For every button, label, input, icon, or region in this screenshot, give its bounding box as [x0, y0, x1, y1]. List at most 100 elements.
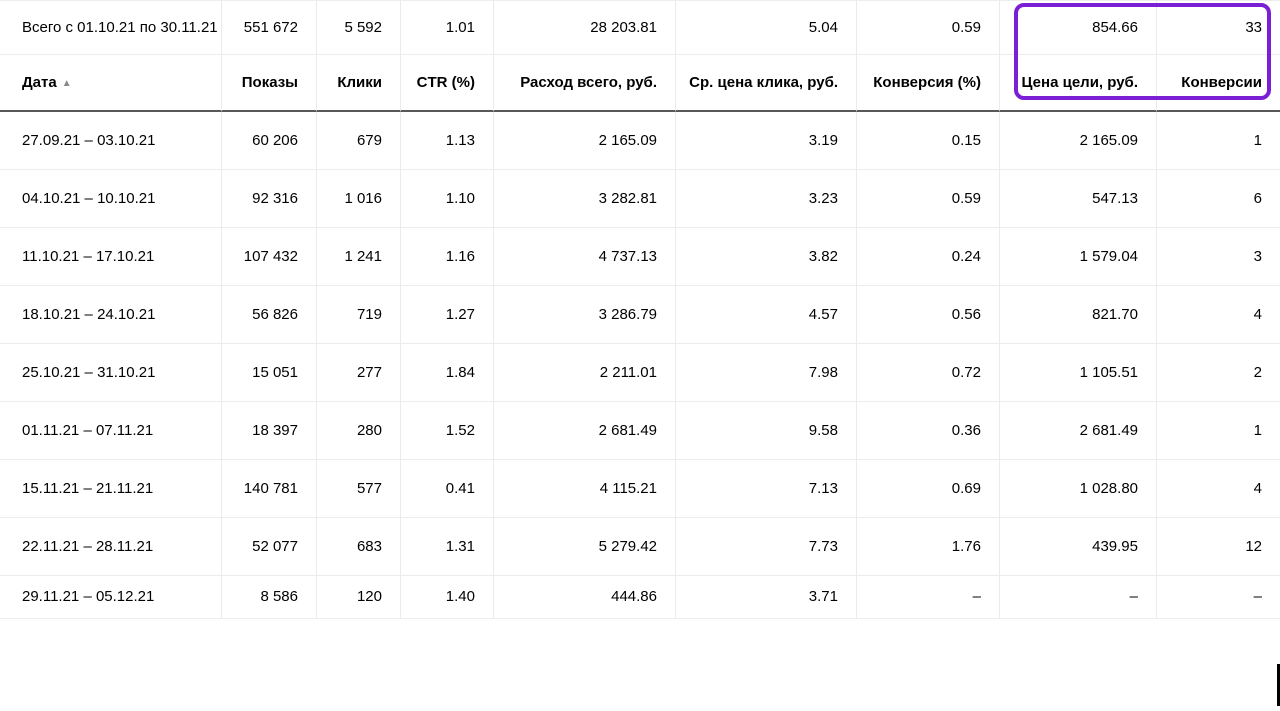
column-header-cost[interactable]: Расход всего, руб. [494, 55, 676, 112]
cell-clicks: 577 [317, 460, 401, 518]
column-header-conversions[interactable]: Конверсии [1157, 55, 1280, 112]
vertical-scrollbar-thumb[interactable] [1277, 664, 1280, 706]
cell-cost-per-goal: 439.95 [1000, 518, 1157, 576]
cell-clicks: 679 [317, 112, 401, 170]
cell-impressions: 15 051 [222, 344, 317, 402]
cell-conversion-rate: 0.15 [857, 112, 1000, 170]
cell-date: 04.10.21 – 10.10.21 [0, 170, 222, 228]
cell-cost: 3 282.81 [494, 170, 676, 228]
cell-ctr: 0.41 [401, 460, 494, 518]
cell-cost: 2 211.01 [494, 344, 676, 402]
table-row: 29.11.21 – 05.12.21 8 586 120 1.40 444.8… [0, 576, 1280, 619]
table-body: 27.09.21 – 03.10.21 60 206 679 1.13 2 16… [0, 112, 1280, 619]
cell-impressions: 18 397 [222, 402, 317, 460]
cell-clicks: 719 [317, 286, 401, 344]
cell-date: 15.11.21 – 21.11.21 [0, 460, 222, 518]
cell-impressions: 140 781 [222, 460, 317, 518]
cell-impressions: 60 206 [222, 112, 317, 170]
cell-impressions: 52 077 [222, 518, 317, 576]
totals-row: Всего с 01.10.21 по 30.11.21 551 672 5 5… [0, 0, 1280, 55]
cell-clicks: 120 [317, 576, 401, 619]
cell-ctr: 1.84 [401, 344, 494, 402]
column-header-impressions[interactable]: Показы [222, 55, 317, 112]
header-row: Дата ▲ Показы Клики CTR (%) Расход всего,… [0, 55, 1280, 112]
cell-conversions: 1 [1157, 112, 1280, 170]
cell-date: 29.11.21 – 05.12.21 [0, 576, 222, 619]
cell-cost: 444.86 [494, 576, 676, 619]
totals-avg-cpc: 5.04 [676, 0, 857, 55]
cell-cost-per-goal: 2 681.49 [1000, 402, 1157, 460]
cell-cost-per-goal: – [1000, 576, 1157, 619]
cell-avg-cpc: 4.57 [676, 286, 857, 344]
cell-cost-per-goal: 821.70 [1000, 286, 1157, 344]
column-header-clicks[interactable]: Клики [317, 55, 401, 112]
column-header-cost-per-goal[interactable]: Цена цели, руб. [1000, 55, 1157, 112]
cell-avg-cpc: 3.82 [676, 228, 857, 286]
cell-cost-per-goal: 547.13 [1000, 170, 1157, 228]
cell-avg-cpc: 3.71 [676, 576, 857, 619]
totals-ctr: 1.01 [401, 0, 494, 55]
table-row: 15.11.21 – 21.11.21 140 781 577 0.41 4 1… [0, 460, 1280, 518]
cell-conversions: 2 [1157, 344, 1280, 402]
cell-date: 11.10.21 – 17.10.21 [0, 228, 222, 286]
cell-avg-cpc: 7.98 [676, 344, 857, 402]
column-header-date[interactable]: Дата ▲ [0, 55, 222, 112]
table-row: 22.11.21 – 28.11.21 52 077 683 1.31 5 27… [0, 518, 1280, 576]
cell-clicks: 280 [317, 402, 401, 460]
column-header-ctr[interactable]: CTR (%) [401, 55, 494, 112]
column-header-conversion-rate[interactable]: Конверсия (%) [857, 55, 1000, 112]
totals-label: Всего с 01.10.21 по 30.11.21 [0, 0, 222, 55]
cell-conversion-rate: 0.36 [857, 402, 1000, 460]
cell-cost: 5 279.42 [494, 518, 676, 576]
column-header-avg-cpc[interactable]: Ср. цена клика, руб. [676, 55, 857, 112]
totals-impressions: 551 672 [222, 0, 317, 55]
cell-ctr: 1.40 [401, 576, 494, 619]
cell-conversion-rate: 1.76 [857, 518, 1000, 576]
cell-conversions: 4 [1157, 286, 1280, 344]
cell-clicks: 1 016 [317, 170, 401, 228]
cell-date: 22.11.21 – 28.11.21 [0, 518, 222, 576]
cell-ctr: 1.27 [401, 286, 494, 344]
cell-cost: 2 681.49 [494, 402, 676, 460]
cell-clicks: 683 [317, 518, 401, 576]
cell-impressions: 8 586 [222, 576, 317, 619]
cell-cost-per-goal: 2 165.09 [1000, 112, 1157, 170]
table-row: 27.09.21 – 03.10.21 60 206 679 1.13 2 16… [0, 112, 1280, 170]
cell-avg-cpc: 9.58 [676, 402, 857, 460]
cell-conversions: 4 [1157, 460, 1280, 518]
cell-conversion-rate: 0.24 [857, 228, 1000, 286]
cell-avg-cpc: 7.73 [676, 518, 857, 576]
cell-date: 25.10.21 – 31.10.21 [0, 344, 222, 402]
cell-impressions: 56 826 [222, 286, 317, 344]
cell-cost-per-goal: 1 105.51 [1000, 344, 1157, 402]
cell-cost-per-goal: 1 028.80 [1000, 460, 1157, 518]
cell-conversion-rate: 0.59 [857, 170, 1000, 228]
cell-conversions: 1 [1157, 402, 1280, 460]
table-row: 04.10.21 – 10.10.21 92 316 1 016 1.10 3 … [0, 170, 1280, 228]
table-row: 25.10.21 – 31.10.21 15 051 277 1.84 2 21… [0, 344, 1280, 402]
cell-conversion-rate: 0.72 [857, 344, 1000, 402]
cell-conversions: – [1157, 576, 1280, 619]
cell-ctr: 1.31 [401, 518, 494, 576]
cell-ctr: 1.13 [401, 112, 494, 170]
cell-conversion-rate: 0.56 [857, 286, 1000, 344]
cell-cost-per-goal: 1 579.04 [1000, 228, 1157, 286]
cell-clicks: 277 [317, 344, 401, 402]
cell-avg-cpc: 7.13 [676, 460, 857, 518]
cell-ctr: 1.52 [401, 402, 494, 460]
cell-avg-cpc: 3.19 [676, 112, 857, 170]
table-row: 18.10.21 – 24.10.21 56 826 719 1.27 3 28… [0, 286, 1280, 344]
cell-ctr: 1.16 [401, 228, 494, 286]
cell-cost: 2 165.09 [494, 112, 676, 170]
totals-clicks: 5 592 [317, 0, 401, 55]
totals-conversion-rate: 0.59 [857, 0, 1000, 55]
cell-date: 01.11.21 – 07.11.21 [0, 402, 222, 460]
table-row: 01.11.21 – 07.11.21 18 397 280 1.52 2 68… [0, 402, 1280, 460]
cell-avg-cpc: 3.23 [676, 170, 857, 228]
cell-conversions: 3 [1157, 228, 1280, 286]
table-row: 11.10.21 – 17.10.21 107 432 1 241 1.16 4… [0, 228, 1280, 286]
sort-ascending-icon: ▲ [61, 77, 72, 89]
totals-conversions: 33 [1157, 0, 1280, 55]
cell-cost: 4 115.21 [494, 460, 676, 518]
